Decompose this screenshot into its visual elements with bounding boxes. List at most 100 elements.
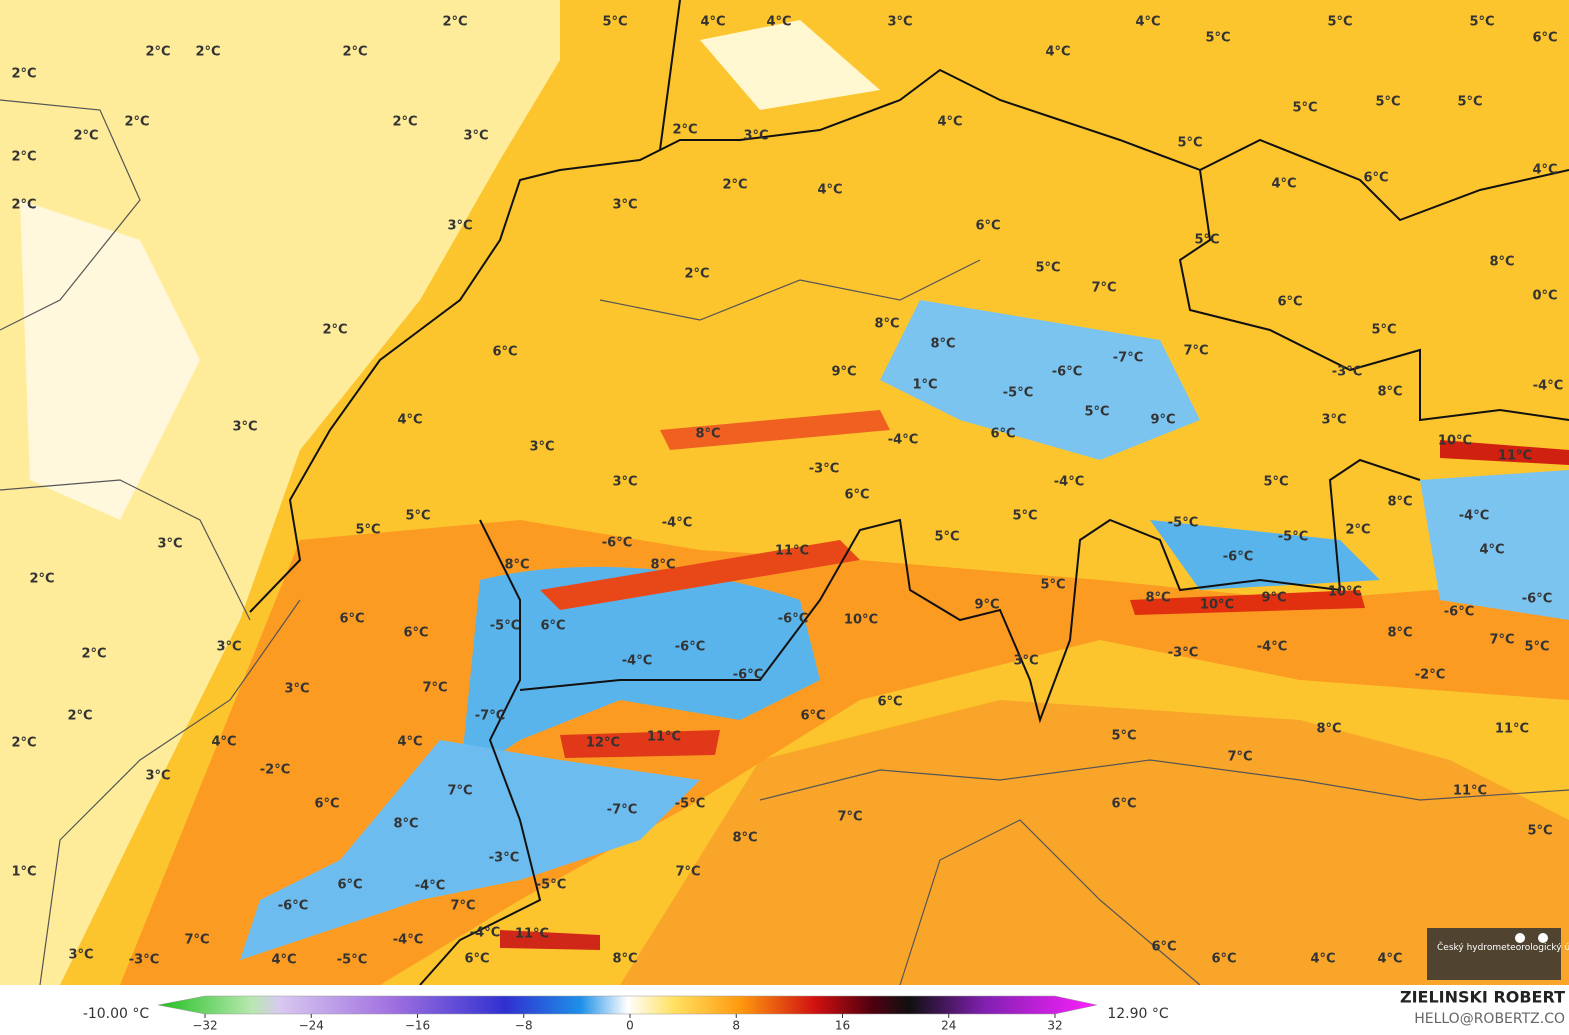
temperature-label: 2°C [11,67,36,82]
temperature-label: 7°C [447,784,472,799]
temperature-label: -6°C [602,536,632,551]
temperature-label: 5°C [1327,15,1352,30]
temperature-label: 5°C [1111,729,1136,744]
temperature-label: 3°C [216,640,241,655]
temperature-label: 8°C [650,558,675,573]
temperature-label: 3°C [529,440,554,455]
temperature-label: 2°C [322,323,347,338]
temperature-label: -5°C [675,797,705,812]
temperature-label: 2°C [81,647,106,662]
temperature-label: 5°C [1524,640,1549,655]
temperature-label: 4°C [211,735,236,750]
temperature-label: -3°C [1168,646,1198,661]
temperature-label: 7°C [1489,633,1514,648]
temperature-label: -7°C [1113,351,1143,366]
temperature-label: 7°C [450,899,475,914]
temperature-label: 8°C [930,337,955,352]
temperature-label: 2°C [124,115,149,130]
temperature-label: 5°C [1292,101,1317,116]
temperature-label: 7°C [422,681,447,696]
colorbar-tick-label: 16 [835,1019,850,1033]
temperature-label: 11°C [647,730,681,745]
temperature-label: 9°C [1150,413,1175,428]
temperature-label: -4°C [622,654,652,669]
temperature-label: 8°C [1387,495,1412,510]
temperature-label: 10°C [1438,434,1472,449]
temperature-label: 10°C [844,613,878,628]
temperature-label: 4°C [1377,952,1402,967]
temperature-label: 7°C [1227,750,1252,765]
temperature-label: 7°C [184,933,209,948]
temperature-label: 8°C [695,427,720,442]
temperature-label: 8°C [1387,626,1412,641]
temperature-label: 5°C [355,523,380,538]
temperature-label: -4°C [1257,640,1287,655]
temperature-label: 6°C [1532,31,1557,46]
temperature-label: 6°C [1151,940,1176,955]
temperature-label: -6°C [1444,605,1474,620]
temperature-label: 8°C [1489,255,1514,270]
temperature-label: 2°C [145,45,170,60]
temperature-label: 5°C [1194,233,1219,248]
temperature-label: -5°C [1168,516,1198,531]
temperature-label: -6°C [733,668,763,683]
colorbar-max: 12.90 °C [1107,1006,1169,1022]
colorbar-tick-label: −24 [299,1019,324,1033]
temperature-label: 3°C [463,129,488,144]
temperature-label: 2°C [73,129,98,144]
temperature-label: 4°C [397,735,422,750]
temperature-label: 3°C [1013,654,1038,669]
temperature-label: 9°C [1261,591,1286,606]
temperature-label: 4°C [271,953,296,968]
temperature-label: 6°C [403,626,428,641]
temperature-label: 2°C [684,267,709,282]
temperature-label: 3°C [284,682,309,697]
colorbar-tick-label: −8 [515,1019,533,1033]
temperature-label: 4°C [1045,45,1070,60]
temperature-label: 3°C [232,420,257,435]
temperature-label: -6°C [1522,592,1552,607]
temperature-label: -4°C [888,433,918,448]
colorbar-tick-label: −16 [405,1019,430,1033]
temperature-label: 2°C [195,45,220,60]
temperature-label: 11°C [1453,784,1487,799]
temperature-label: -5°C [1003,386,1033,401]
temperature-label: -2°C [260,763,290,778]
temperature-label: 2°C [29,572,54,587]
temperature-label: 4°C [1532,163,1557,178]
temperature-label: 4°C [1310,952,1335,967]
temperature-label: 5°C [1035,261,1060,276]
temperature-label: 6°C [990,427,1015,442]
temperature-label: 5°C [1371,323,1396,338]
temperature-label: 3°C [447,219,472,234]
temperature-label: 3°C [612,475,637,490]
temperature-label: 4°C [1479,543,1504,558]
temperature-label: 11°C [1495,722,1529,737]
temperature-label: 10°C [1328,585,1362,600]
colorbar-tick-label: 0 [626,1019,634,1033]
temperature-label: -3°C [809,462,839,477]
temperature-label: 3°C [743,129,768,144]
temperature-label: 6°C [492,345,517,360]
temperature-label: 8°C [732,831,757,846]
temperature-label: 2°C [11,150,36,165]
national-borders [249,0,1569,986]
temperature-label: 8°C [504,558,529,573]
temperature-label: -5°C [490,619,520,634]
map-background [0,0,1569,985]
colorbar-min: -10.00 °C [83,1006,150,1022]
colorbar-tick-label: 8 [732,1019,740,1033]
temperature-label: 8°C [1316,722,1341,737]
temperature-label: 7°C [1183,344,1208,359]
temperature-label: 6°C [337,878,362,893]
temperature-label: 6°C [540,619,565,634]
temperature-label: -5°C [337,953,367,968]
temperature-label: 11°C [515,927,549,942]
temperature-label: 7°C [1091,281,1116,296]
temperature-label: 4°C [937,115,962,130]
temperature-label: 8°C [874,317,899,332]
temperature-label: 5°C [602,15,627,30]
temperature-label: 6°C [464,952,489,967]
temperature-label: 6°C [975,219,1000,234]
temperature-label: 5°C [934,530,959,545]
